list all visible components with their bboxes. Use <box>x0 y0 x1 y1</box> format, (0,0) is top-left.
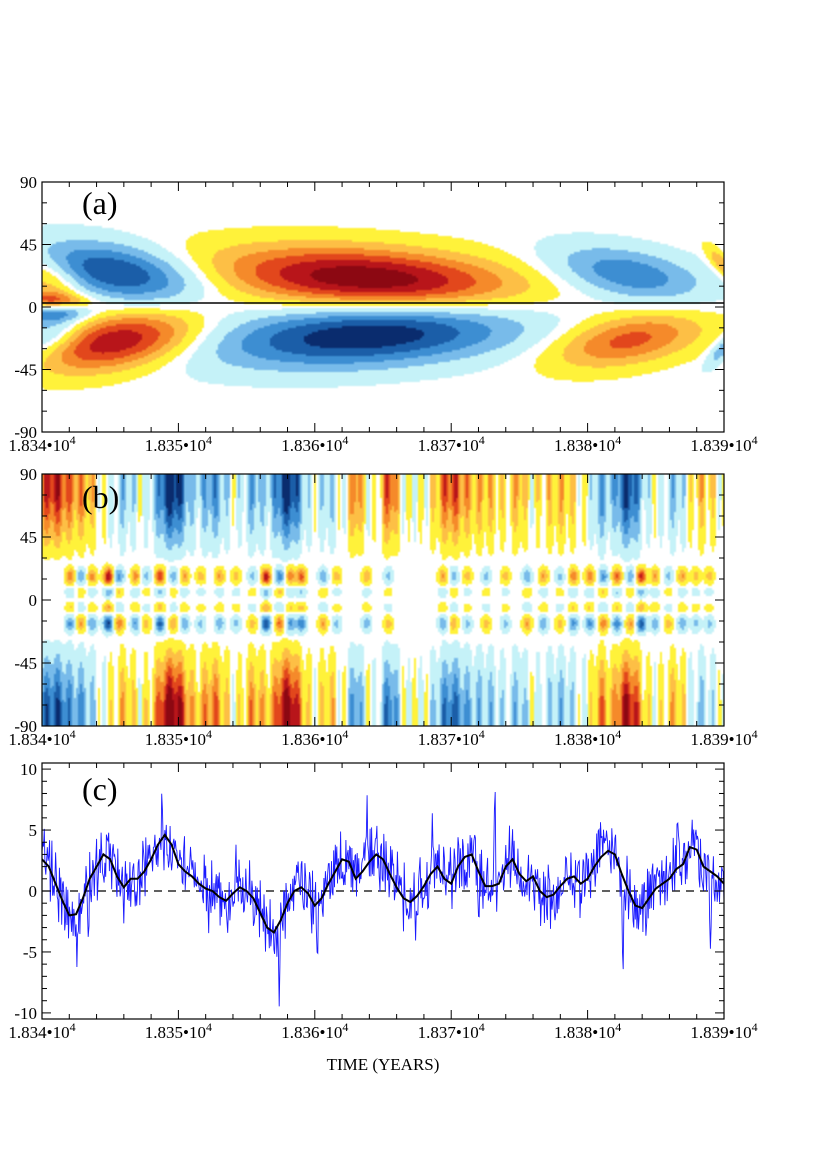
y-tick-label: 45 <box>20 236 37 255</box>
y-tick-label: 0 <box>29 882 38 901</box>
y-tick-label: 0 <box>29 591 38 610</box>
x-tick-label: 1.835•104 <box>145 727 212 749</box>
x-tick-label: 1.837•104 <box>418 1020 485 1042</box>
x-tick-label: 1.834•104 <box>8 727 75 749</box>
y-tick-label: 5 <box>29 821 38 840</box>
x-tick-label: 1.835•104 <box>145 433 212 455</box>
y-tick-label: 10 <box>20 760 37 779</box>
y-tick-label: 0 <box>29 298 38 317</box>
x-tick-label: 1.834•104 <box>8 433 75 455</box>
panel-a: 1.834•104 1.835•104 1.836•104 1.837•104 1.83… <box>8 173 757 455</box>
x-tick-label: 1.836•104 <box>281 433 348 455</box>
x-tick-label: 1.836•104 <box>281 727 348 749</box>
ticks-b: 1.834•104 1.835•104 1.836•104 1.837•104 1.83… <box>8 465 757 749</box>
x-tick-label: 1.838•104 <box>554 1020 621 1042</box>
y-tick-label: 90 <box>20 173 37 192</box>
x-tick-label: 1.836•104 <box>281 1020 348 1042</box>
x-tick-label: 1.834•104 <box>8 1020 75 1042</box>
x-tick-label: 1.839•104 <box>690 433 757 455</box>
y-tick-label: -45 <box>14 361 37 380</box>
panel-label-b: (b) <box>82 479 119 515</box>
heatmap-b <box>42 474 724 726</box>
heatmap-a <box>42 182 724 432</box>
x-axis-title: TIME (YEARS) <box>327 1055 440 1074</box>
y-tick-label: -45 <box>14 654 37 673</box>
x-tick-label: 1.838•104 <box>554 433 621 455</box>
panel-b: 1.834•104 1.835•104 1.836•104 1.837•104 1.83… <box>8 465 757 749</box>
series-noisy-line <box>42 791 724 1007</box>
y-tick-label: -90 <box>14 717 37 736</box>
y-tick-label: -5 <box>23 943 37 962</box>
x-tick-label: 1.839•104 <box>690 727 757 749</box>
x-tick-label: 1.837•104 <box>418 433 485 455</box>
x-tick-label: 1.835•104 <box>145 1020 212 1042</box>
y-tick-label: -90 <box>14 423 37 442</box>
y-tick-label: -10 <box>14 1004 37 1023</box>
ticks-c: 1.834•104 1.835•104 1.836•104 1.837•104 1.83… <box>8 760 757 1042</box>
x-tick-label: 1.839•104 <box>690 1020 757 1042</box>
ticks-a: 1.834•104 1.835•104 1.836•104 1.837•104 1.83… <box>8 173 757 455</box>
y-tick-label: 45 <box>20 528 37 547</box>
panel-label-c: (c) <box>82 771 118 807</box>
y-tick-label: 90 <box>20 465 37 484</box>
series-smoothed-line <box>42 833 724 934</box>
x-tick-label: 1.837•104 <box>418 727 485 749</box>
panel-c: 1.834•104 1.835•104 1.836•104 1.837•104 1.83… <box>8 760 757 1074</box>
x-tick-label: 1.838•104 <box>554 727 621 749</box>
panel-label-a: (a) <box>82 185 118 221</box>
